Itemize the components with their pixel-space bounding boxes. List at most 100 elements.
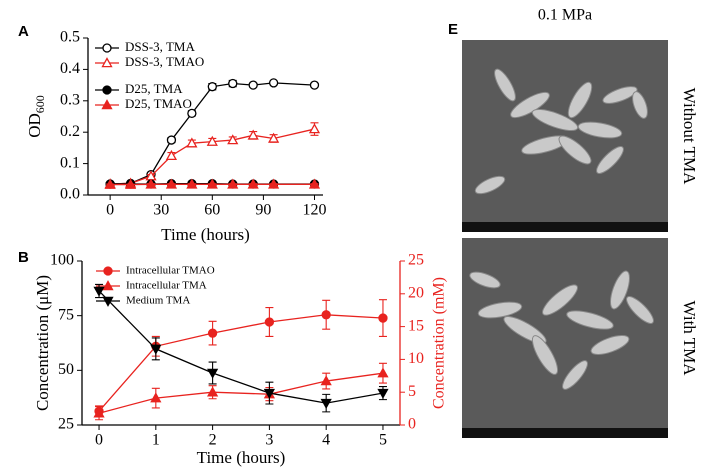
sem-image-2 <box>462 238 668 438</box>
image-title: 0.1 MPa <box>538 7 592 24</box>
legend-label: Intracellular TMA <box>126 280 207 292</box>
legend-marker <box>102 296 114 307</box>
marker <box>377 388 389 399</box>
y-tick-label: 0.3 <box>60 91 80 108</box>
marker <box>93 286 105 297</box>
legend-marker <box>101 99 113 110</box>
panel-label: E <box>448 21 458 38</box>
x-tick-label: 60 <box>204 202 220 219</box>
marker <box>321 310 331 320</box>
marker <box>145 178 157 189</box>
marker <box>104 178 116 189</box>
marker <box>248 80 258 90</box>
marker <box>124 178 137 189</box>
marker <box>207 82 217 92</box>
legend-label: Medium TMA <box>126 295 190 307</box>
marker <box>268 178 280 189</box>
marker <box>165 149 178 161</box>
y2-tick-label: 20 <box>408 284 424 301</box>
marker <box>378 313 388 323</box>
marker <box>320 398 332 409</box>
marker <box>268 78 279 88</box>
marker <box>247 178 259 189</box>
image-label: Without TMA <box>680 88 699 185</box>
y-axis-label: Concentration (μM) <box>33 275 52 411</box>
y-tick-label: 0.5 <box>60 29 80 46</box>
x-axis-label: Time (hours) <box>161 225 250 244</box>
image-label: With TMA <box>680 300 699 376</box>
x-tick-label: 2 <box>209 432 217 449</box>
legend-marker <box>101 57 113 68</box>
y-tick-label: 0.1 <box>60 154 80 171</box>
legend-marker <box>102 85 112 95</box>
x-tick-label: 1 <box>152 432 160 449</box>
legend-label: Intracellular TMAO <box>126 265 215 277</box>
y-axis-label-text: Concentration (μM) <box>33 275 52 411</box>
y2-tick-label: 0 <box>408 416 416 433</box>
panel-label: A <box>18 23 29 40</box>
y-tick-label: 0.2 <box>60 123 80 140</box>
x-tick-label: 120 <box>302 202 326 219</box>
y-tick-label: 50 <box>58 361 74 378</box>
y-tick-label: 100 <box>50 252 74 269</box>
y-tick-label: 25 <box>58 416 74 433</box>
x-tick-label: 5 <box>379 432 387 449</box>
marker <box>93 407 105 418</box>
marker <box>207 328 218 338</box>
legend-label: D25, TMA <box>125 81 183 96</box>
marker <box>228 78 238 89</box>
y2-axis-label: Concentration (mM) <box>431 277 448 409</box>
marker <box>165 178 178 189</box>
y2-tick-label: 25 <box>408 252 424 269</box>
legend-label: DSS-3, TMAO <box>125 54 204 69</box>
marker <box>206 178 218 189</box>
marker <box>263 388 275 399</box>
y-tick-label: 0.0 <box>60 186 80 203</box>
x-tick-label: 30 <box>153 202 169 219</box>
y-axis-label-text: OD <box>25 113 44 138</box>
legend-marker <box>102 280 114 291</box>
marker <box>207 386 219 397</box>
marker <box>268 132 280 143</box>
marker <box>150 344 162 355</box>
marker <box>187 108 197 119</box>
x-tick-label: 3 <box>265 432 273 449</box>
series-line <box>110 82 315 185</box>
marker <box>247 129 259 140</box>
legend-marker <box>103 266 113 276</box>
y2-tick-label: 10 <box>408 350 424 367</box>
marker <box>308 178 321 189</box>
marker <box>186 178 198 189</box>
marker <box>227 134 239 145</box>
series-line <box>98 372 384 414</box>
marker <box>166 135 177 145</box>
x-axis-label: Time (hours) <box>197 448 286 467</box>
legend-marker <box>102 43 112 53</box>
marker <box>227 178 239 189</box>
x-tick-label: 0 <box>95 432 103 449</box>
marker <box>207 368 219 379</box>
legend-label: D25, TMAO <box>125 96 192 111</box>
marker <box>320 375 332 386</box>
y-tick-label: 75 <box>58 306 74 323</box>
x-tick-label: 0 <box>106 202 114 219</box>
series-line <box>98 314 384 412</box>
y-tick-label: 0.4 <box>60 60 80 77</box>
marker <box>186 137 198 148</box>
legend-label: DSS-3, TMA <box>125 39 195 54</box>
marker <box>150 392 162 403</box>
marker <box>206 135 218 146</box>
marker <box>377 367 389 378</box>
series-line <box>98 290 384 404</box>
y-axis-label-sub: 600 <box>33 95 47 113</box>
y2-tick-label: 5 <box>408 383 416 400</box>
panel-label: B <box>18 249 29 266</box>
y-axis-label: OD600 <box>25 95 47 138</box>
marker <box>309 80 320 90</box>
marker <box>308 123 321 134</box>
series-line <box>110 128 315 185</box>
x-tick-label: 90 <box>255 202 271 219</box>
sem-image-1 <box>462 40 668 232</box>
marker <box>264 317 275 327</box>
